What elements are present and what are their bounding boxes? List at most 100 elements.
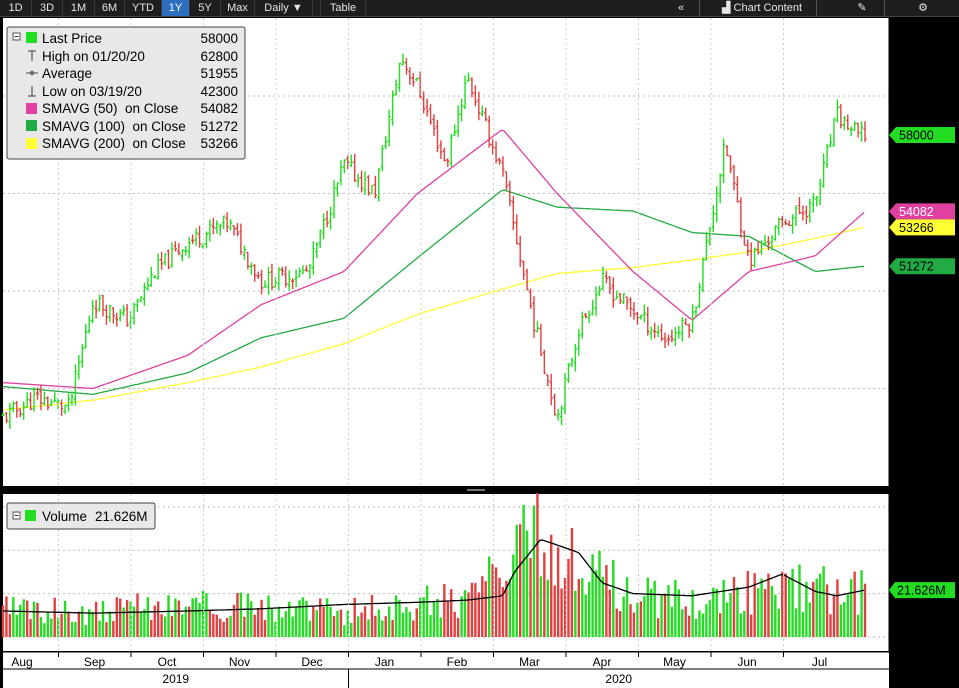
pencil-icon[interactable]: ✎ — [857, 2, 867, 14]
price-bar — [811, 193, 815, 213]
price-bar — [649, 326, 653, 340]
double-chevron-left-icon[interactable]: « — [677, 2, 685, 14]
divider-grip[interactable] — [467, 489, 485, 491]
volume-bar — [429, 615, 432, 637]
price-bar — [570, 357, 574, 367]
range-1m-button[interactable]: 1M — [63, 0, 95, 16]
sma50-line — [2, 129, 865, 390]
volume-bar — [374, 615, 377, 637]
volume-bar — [650, 588, 653, 637]
volume-bar — [853, 571, 856, 637]
price-tag: 53266 — [889, 219, 955, 236]
range-1y-button[interactable]: 1Y — [162, 0, 190, 16]
volume-bar — [698, 610, 701, 637]
volume-bar — [456, 617, 460, 637]
gear-icon[interactable]: ⚙ — [918, 2, 928, 14]
price-bar — [315, 242, 319, 259]
volume-bar — [667, 585, 670, 637]
volume-bar — [405, 607, 408, 637]
volume-bar — [605, 565, 608, 637]
price-bar — [122, 304, 126, 317]
range-5y-button[interactable]: 5Y — [190, 0, 221, 16]
price-bar — [622, 293, 626, 304]
price-bar — [594, 286, 598, 316]
table-button[interactable]: Table — [320, 0, 366, 16]
volume-bar — [636, 602, 639, 637]
price-bar — [825, 144, 829, 168]
volume-bar — [463, 590, 467, 637]
volume-bar — [425, 585, 429, 637]
price-bar — [718, 173, 722, 204]
legend-value: 58000 — [200, 31, 238, 46]
volume-bar — [36, 603, 39, 637]
range-ytd-button[interactable]: YTD — [125, 0, 162, 16]
volume-bar — [312, 606, 315, 637]
price-bar — [804, 205, 808, 225]
price-bar — [277, 267, 281, 291]
volume-bar — [660, 595, 663, 637]
volume-bar — [808, 602, 812, 637]
price-bar — [387, 109, 391, 147]
volume-bar — [760, 578, 763, 637]
price-bar — [166, 249, 171, 270]
price-bar — [480, 105, 484, 117]
volume-axis: 020M40M60M — [888, 494, 923, 651]
legend-value: 51955 — [200, 66, 238, 81]
volume-bar — [801, 612, 805, 637]
price-bar — [442, 147, 446, 162]
volume-bar — [470, 582, 474, 637]
price-bar — [732, 164, 736, 191]
volume-bar — [701, 613, 705, 637]
volume-bar — [443, 584, 446, 637]
volume-legend-label: Volume — [42, 509, 87, 524]
price-bar — [39, 384, 43, 411]
price-bar — [849, 126, 853, 137]
volume-bar — [353, 597, 356, 637]
volume-bar — [370, 594, 374, 637]
volume-bar — [522, 504, 525, 637]
range-3d-button[interactable]: 3D — [32, 0, 63, 16]
price-bar — [625, 296, 629, 310]
price-bar — [287, 270, 291, 291]
chart-content-button[interactable]: ▟ Chart Content — [712, 0, 812, 16]
volume-bars — [1, 493, 867, 637]
volume-bar — [81, 606, 84, 637]
volume-bar — [487, 556, 491, 637]
volume-bar — [225, 617, 229, 637]
price-bar — [487, 115, 491, 148]
volume-bar — [570, 528, 574, 637]
price-bar — [346, 155, 350, 170]
interval-dropdown[interactable]: Daily ▼ — [255, 0, 313, 16]
volume-bar — [381, 620, 384, 637]
price-bar — [108, 304, 112, 323]
volume-bar — [484, 581, 487, 637]
volume-bar — [639, 601, 643, 637]
sma100-line — [2, 189, 865, 395]
price-bar — [73, 364, 78, 406]
price-bar — [553, 393, 557, 416]
volume-bar — [643, 596, 646, 637]
volume-bar — [363, 606, 367, 637]
price-bar — [797, 197, 802, 215]
volume-bar — [401, 612, 405, 637]
price-bar — [60, 399, 64, 416]
volume-bar — [29, 619, 32, 637]
range-1d-button[interactable]: 1D — [0, 0, 32, 16]
volume-bar — [860, 570, 863, 637]
last-price-swatch — [26, 32, 37, 43]
legend-label: SMAVG (50) on Close — [42, 101, 178, 116]
volume-bar — [156, 601, 160, 637]
volume-bar — [122, 607, 125, 637]
range-max-button[interactable]: Max — [221, 0, 255, 16]
legend-item-low: Low on 03/19/20 42300 — [28, 84, 238, 99]
range-6m-button[interactable]: 6M — [95, 0, 125, 16]
volume-bar — [736, 587, 739, 637]
volume-bar — [219, 618, 222, 637]
volume-bar — [822, 566, 825, 637]
volume-bar — [784, 573, 787, 637]
price-bar — [508, 180, 512, 207]
price-bar — [308, 264, 312, 279]
price-bar — [253, 264, 257, 282]
price-bar — [666, 334, 671, 346]
price-bar — [8, 402, 12, 429]
